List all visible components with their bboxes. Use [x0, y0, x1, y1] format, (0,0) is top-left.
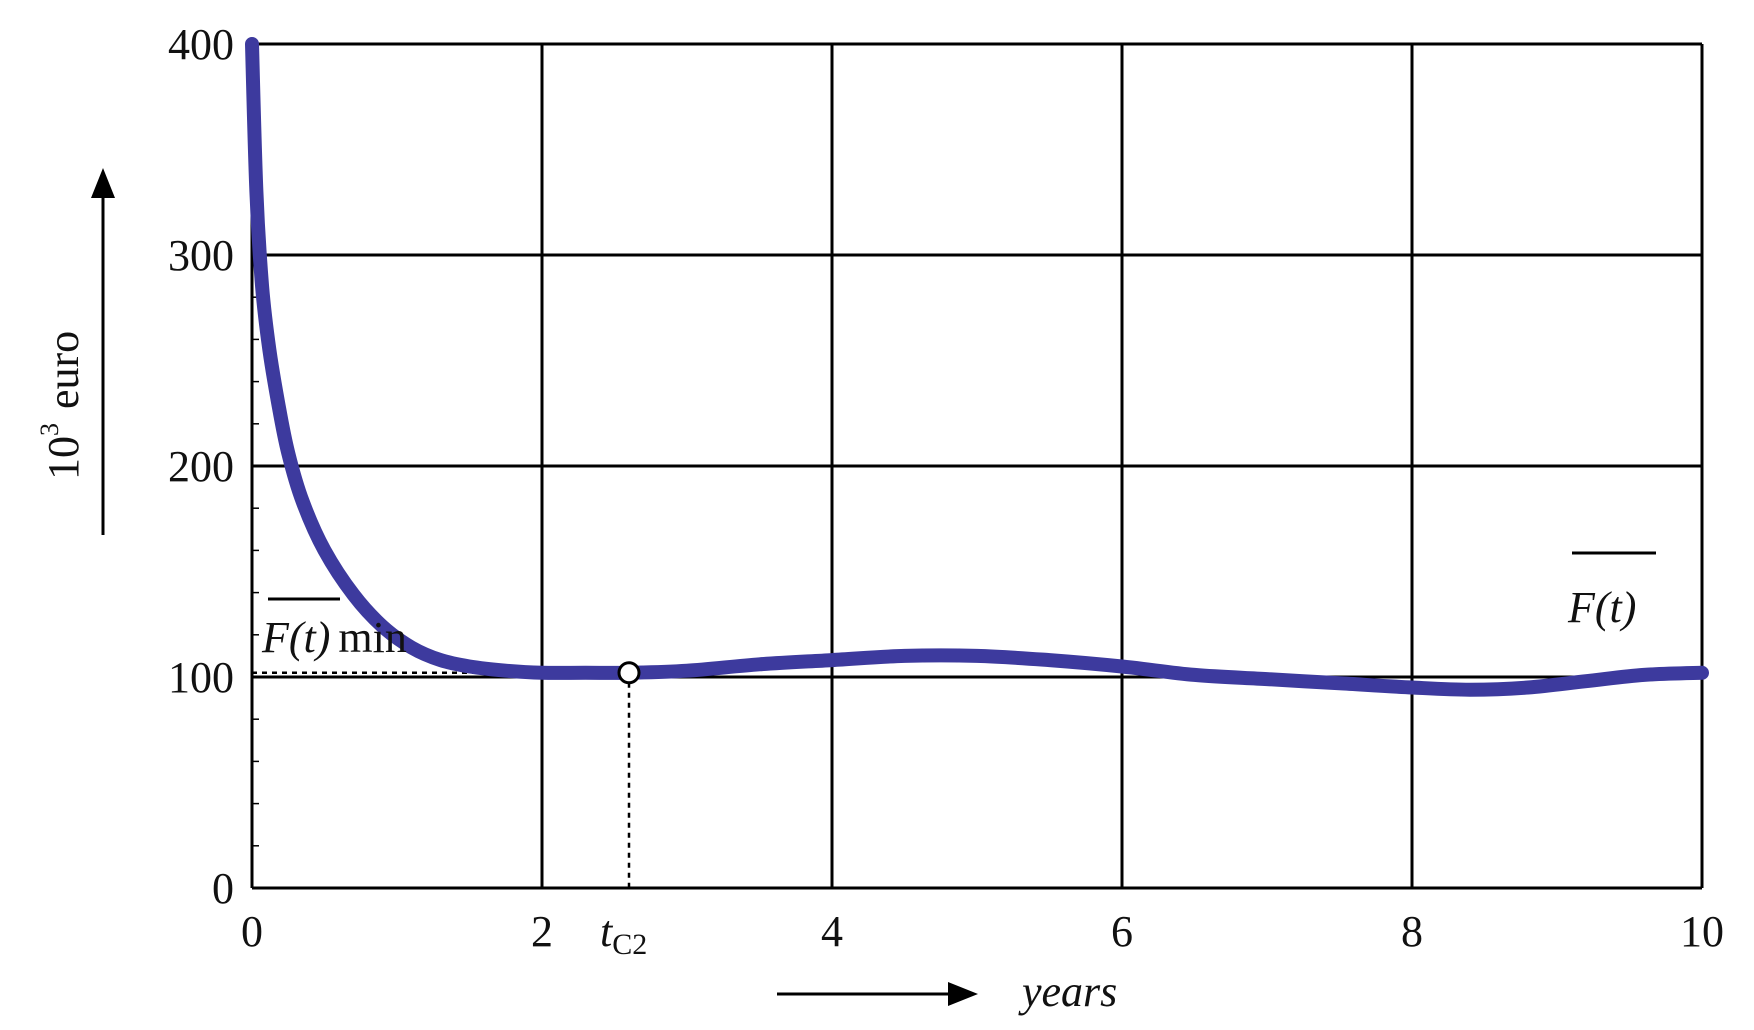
min-label-function: F(t)	[261, 613, 330, 662]
tc2-label-subscript: C2	[612, 928, 647, 961]
x-axis-label-group: years	[777, 967, 1117, 1016]
y-axis-label-unit: euro	[39, 331, 88, 409]
y-tick-label-200: 200	[168, 442, 234, 491]
tc2-label-main: t	[600, 907, 614, 956]
min-guides	[252, 671, 631, 888]
x-tick-label-8: 8	[1401, 907, 1423, 956]
tc2-label: tC2	[600, 907, 647, 961]
y-tick-label-400: 400	[168, 20, 234, 69]
x-tick-label-10: 10	[1680, 907, 1724, 956]
y-axis-label-base: 10	[39, 436, 88, 480]
series-line-0	[245, 37, 1709, 697]
curve-label-text: F(t)	[1567, 583, 1636, 632]
x-tick-label-0: 0	[241, 907, 263, 956]
y-tick-label-0: 0	[212, 864, 234, 913]
y-axis-arrow-head	[91, 168, 115, 198]
series-group	[245, 37, 1709, 697]
y-axis-label-exponent: 3	[35, 423, 64, 436]
y-axis-label-group: 103 euro	[35, 168, 115, 535]
min-label-suffix: min	[338, 613, 406, 662]
tc2-label-text: tC2	[600, 907, 647, 961]
x-tick-label-2: 2	[531, 907, 553, 956]
y-tick-label-100: 100	[168, 653, 234, 702]
y-tick-label-300: 300	[168, 231, 234, 280]
grid	[250, 42, 1704, 890]
x-tick-label-6: 6	[1111, 907, 1133, 956]
x-axis-label: years	[1018, 967, 1117, 1016]
curve-label: F(t)	[1567, 551, 1656, 632]
x-tick-label-4: 4	[821, 907, 843, 956]
min-label-text: F(t) min	[261, 613, 407, 662]
y-axis-label: 103 euro	[35, 331, 88, 480]
min-point-marker	[617, 661, 641, 685]
x-axis-arrow-head	[948, 982, 978, 1006]
min-label: F(t) min	[261, 597, 407, 662]
